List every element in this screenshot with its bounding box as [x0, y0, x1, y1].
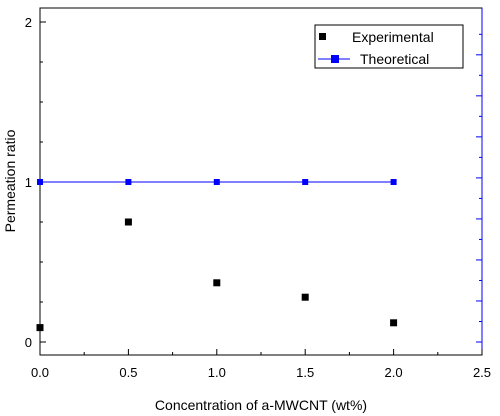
data-point-theoretical [302, 179, 309, 185]
x-tick-label: 1.0 [208, 365, 226, 380]
x-tick-label: 0.0 [31, 365, 49, 380]
minor-ticks [40, 61, 439, 355]
data-point-experimental [301, 293, 309, 301]
right-axis-ticks [476, 33, 482, 343]
data-point-experimental [124, 218, 132, 226]
data-point-theoretical [390, 179, 397, 185]
y-tick-label: 1 [25, 175, 32, 190]
data-point-theoretical [213, 179, 220, 185]
y-tick-label: 2 [25, 15, 32, 30]
data-point-theoretical [37, 179, 43, 185]
data-point-experimental [36, 324, 44, 332]
series-layer [36, 179, 398, 332]
x-axis-title: Concentration of a-MWCNT (wt%) [155, 397, 367, 413]
legend-label-theoretical: Theoretical [360, 51, 429, 67]
data-point-experimental [213, 279, 221, 287]
legend: Experimental Theoretical [314, 24, 464, 69]
legend-marker-experimental [319, 33, 326, 40]
x-tick-label: 2.0 [385, 365, 403, 380]
y-tick-label: 0 [25, 335, 32, 350]
x-axis-ticks: 0.0 0.5 1.0 1.5 2.0 2.5 [31, 349, 491, 380]
x-tick-label: 0.5 [119, 365, 137, 380]
legend-label-experimental: Experimental [352, 29, 434, 45]
x-tick-label: 1.5 [296, 365, 314, 380]
x-tick-label: 2.5 [473, 365, 491, 380]
legend-marker-theoretical [331, 55, 339, 63]
data-point-experimental [390, 319, 398, 327]
legend-box [314, 24, 464, 69]
y-axis-title: Permeation ratio [2, 129, 18, 232]
data-point-theoretical [125, 179, 132, 185]
